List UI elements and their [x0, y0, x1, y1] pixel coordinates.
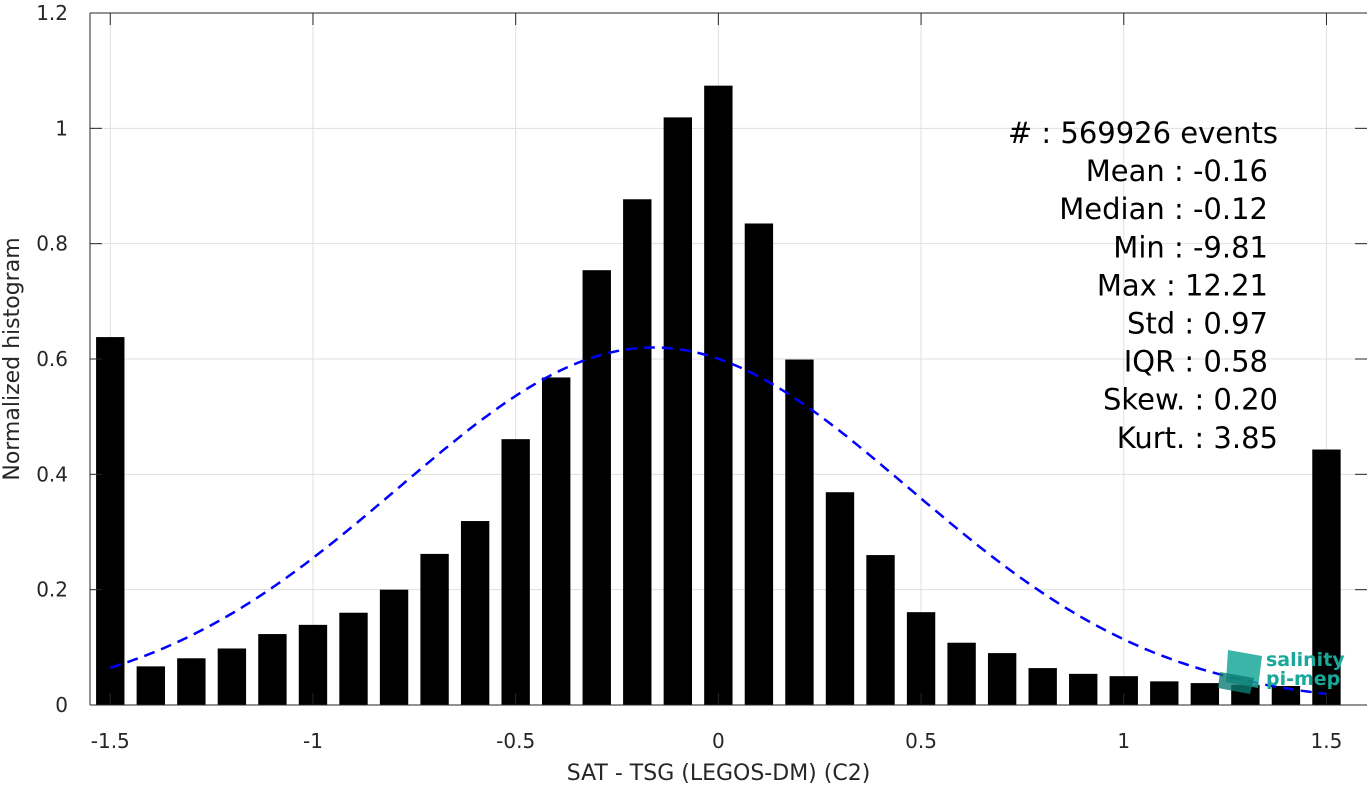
- histogram-bar: [1271, 685, 1301, 705]
- stat-line: Median : -0.12: [1059, 192, 1268, 226]
- histogram-bar: [906, 612, 936, 705]
- histogram-bar: [501, 439, 530, 705]
- stat-line: Skew. : 0.20: [1103, 383, 1278, 417]
- histogram-bar: [96, 337, 125, 705]
- histogram-bar: [420, 553, 449, 705]
- histogram-bar: [947, 642, 976, 705]
- stat-line: # : 569926 events: [1008, 116, 1278, 150]
- histogram-bar: [258, 634, 287, 705]
- histogram-bar: [136, 666, 165, 705]
- logo-icon: [1218, 650, 1262, 694]
- x-tick-label: -1.5: [91, 729, 130, 753]
- x-tick-label: -1: [303, 729, 323, 753]
- x-axis-label: SAT - TSG (LEGOS-DM) (C2): [567, 761, 871, 785]
- x-tick-label: 0: [712, 729, 725, 753]
- x-tick-label: -0.5: [496, 729, 535, 753]
- y-tick-label: 0.2: [36, 578, 68, 602]
- logo-text-salinity: salinity: [1266, 649, 1345, 671]
- histogram-bar: [379, 589, 409, 705]
- statistics-box: # : 569926 events Mean : -0.16 Median : -0…: [1008, 116, 1278, 455]
- histogram-bar: [582, 270, 611, 705]
- stat-line: Mean : -0.16: [1086, 154, 1268, 188]
- histogram-bar: [1190, 683, 1220, 705]
- logo-text-pimep: pi-mep: [1266, 668, 1340, 690]
- stat-line: Min : -9.81: [1113, 230, 1268, 264]
- y-tick-label: 1.2: [36, 1, 68, 25]
- histogram-bar: [339, 612, 368, 705]
- histogram-bar: [785, 359, 814, 705]
- histogram-bar: [825, 492, 855, 705]
- histogram-bar: [1028, 668, 1057, 705]
- histogram-bar: [744, 223, 774, 705]
- stat-line: Kurt. : 3.85: [1117, 421, 1278, 455]
- histogram-bar: [987, 653, 1017, 705]
- x-tick-label: 1.5: [1311, 729, 1343, 753]
- histogram-bar: [217, 648, 247, 705]
- stat-line: Max : 12.21: [1097, 268, 1268, 302]
- stat-line: IQR : 0.58: [1124, 345, 1268, 379]
- histogram-bar: [298, 624, 328, 705]
- histogram-bar: [542, 377, 571, 705]
- y-axis-label: Normalized histogram: [0, 237, 25, 480]
- y-tick-label: 0.8: [36, 232, 68, 256]
- histogram-bar: [1312, 449, 1341, 705]
- histogram-bar: [1150, 681, 1179, 705]
- salinity-pimep-logo: salinity pi-mep: [1218, 649, 1345, 694]
- histogram-bar: [866, 555, 895, 705]
- y-tick-labels: 0 0.2 0.4 0.6 0.8 1 1.2: [36, 1, 68, 717]
- histogram-bar: [623, 199, 652, 705]
- x-tick-labels: -1.5 -1 -0.5 0 0.5 1 1.5: [91, 729, 1343, 753]
- axes-box: [89, 12, 1367, 706]
- y-tick-label: 0.6: [36, 347, 68, 371]
- histogram-bar: [460, 521, 490, 705]
- stat-line: Std : 0.97: [1127, 307, 1268, 341]
- y-tick-label: 0.4: [36, 462, 68, 486]
- x-tick-label: 1: [1117, 729, 1130, 753]
- histogram-bar: [704, 85, 733, 705]
- y-tick-label: 0: [55, 693, 68, 717]
- histogram-bar: [663, 117, 693, 706]
- histogram-bar: [177, 658, 206, 705]
- y-tick-label: 1: [55, 116, 68, 140]
- x-tick-label: 0.5: [905, 729, 937, 753]
- histogram-bar: [1069, 673, 1098, 705]
- gaussian-fit-curve: [109, 346, 1327, 696]
- histogram-bars: [96, 85, 1341, 706]
